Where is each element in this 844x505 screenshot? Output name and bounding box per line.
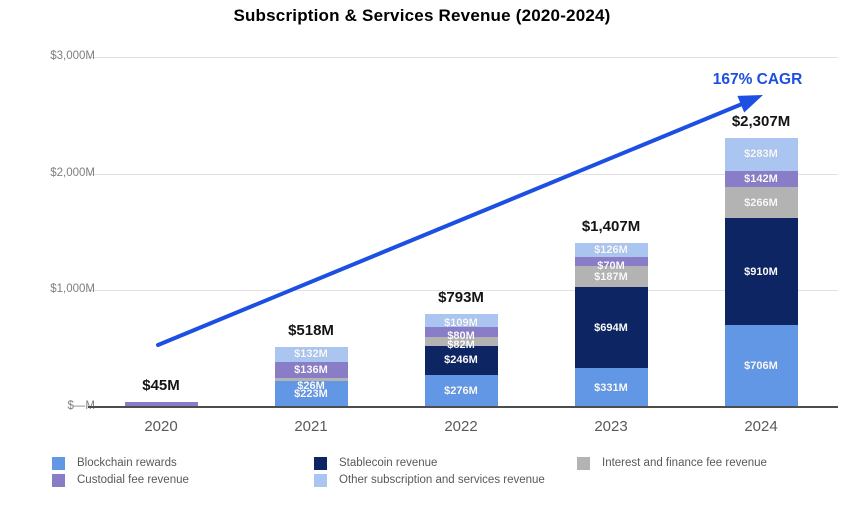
segment-value-label: $910M: [744, 265, 778, 278]
legend-swatch: [577, 456, 590, 470]
legend-item: Custodial fee revenue: [52, 472, 189, 488]
legend-swatch: [52, 456, 65, 470]
legend-item: Interest and finance fee revenue: [577, 455, 767, 471]
bar-total-label: $2,307M: [731, 112, 791, 130]
legend-item: Stablecoin revenue: [314, 455, 545, 471]
segment-value-label: $26M: [297, 380, 325, 393]
bar-segment: [574, 368, 648, 407]
bar-total-label: $45M: [142, 376, 180, 394]
segment-value-label: $276M: [444, 384, 478, 397]
x-axis-tick-label: 2024: [744, 418, 778, 435]
chart-title: Subscription & Services Revenue (2020-20…: [233, 6, 611, 25]
segment-value-label: $187M: [594, 270, 628, 283]
gridline: [88, 57, 838, 58]
legend-label: Blockchain rewards: [77, 457, 177, 469]
segment-value-label: $246M: [444, 354, 478, 367]
segment-value-label: $136M: [294, 364, 328, 377]
legend-swatch: [52, 473, 65, 487]
legend-swatch: [314, 456, 327, 470]
bar-segment: [274, 377, 348, 381]
legend-item: Other subscription and services revenue: [314, 472, 545, 488]
legend-item: Blockchain rewards: [52, 455, 189, 471]
legend-column: Stablecoin revenue Other subscription and…: [314, 455, 545, 489]
legend-label: Custodial fee revenue: [77, 474, 189, 486]
legend-column: Blockchain rewards Custodial fee revenue: [52, 455, 189, 489]
bar-segment: [274, 380, 348, 407]
cagr-annotation: 167% CAGR: [712, 71, 803, 88]
legend-column: Interest and finance fee revenue: [577, 455, 767, 472]
segment-value-label: $126M: [594, 244, 628, 257]
segment-value-label: $694M: [594, 321, 628, 334]
x-axis-tick-label: 2022: [444, 418, 478, 435]
bar-total-label: $793M: [438, 289, 484, 307]
x-axis-line: [88, 406, 838, 408]
x-axis-tick-label: 2021: [294, 418, 328, 435]
legend-label: Interest and finance fee revenue: [602, 457, 767, 469]
bar-total-label: $518M: [288, 321, 334, 339]
segment-value-label: $70M: [597, 259, 625, 272]
y-axis-tick-label: $3,000M: [50, 50, 95, 62]
y-axis-tick-label: $2,000M: [50, 166, 95, 179]
legend-label: Other subscription and services revenue: [339, 474, 545, 486]
y-axis-tick-label: $—M: [67, 400, 95, 412]
segment-value-label: $283M: [744, 148, 778, 161]
segment-value-label: $80M: [447, 329, 475, 342]
bar-segment: [274, 362, 348, 378]
bar-total-label: $1,407M: [581, 217, 641, 235]
bar-segment: [124, 401, 198, 407]
y-axis-tick-label: $1,000M: [50, 283, 95, 296]
segment-value-label: $109M: [444, 316, 478, 329]
segment-value-label: $706M: [744, 359, 778, 372]
segment-value-label: $266M: [744, 196, 778, 209]
segment-value-label: $223M: [294, 387, 328, 400]
bar-segment: [424, 374, 498, 407]
legend-swatch: [314, 473, 327, 487]
bar-segment: [424, 346, 498, 375]
x-axis-tick-label: 2020: [144, 418, 178, 435]
segment-value-label: $142M: [744, 173, 778, 186]
bar-segment: [274, 346, 348, 363]
legend-label: Stablecoin revenue: [339, 457, 438, 469]
segment-value-label: $331M: [594, 381, 628, 394]
segment-value-label: $132M: [294, 348, 328, 361]
x-axis-tick-label: 2023: [594, 418, 628, 435]
